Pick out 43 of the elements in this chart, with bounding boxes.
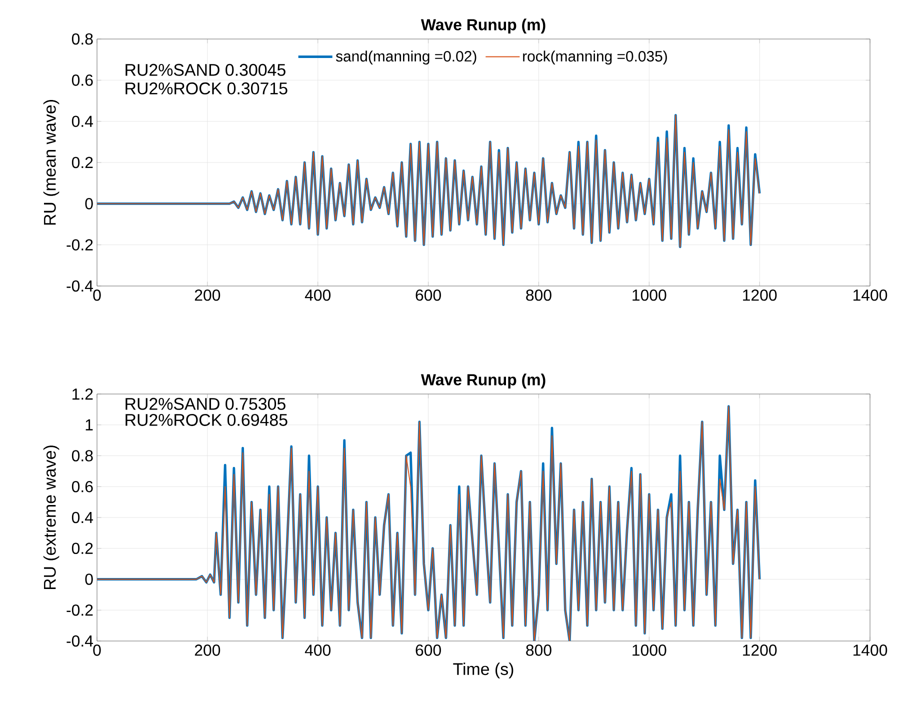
annotation: RU2%SAND 0.30045: [126, 64, 286, 76]
y-tick-label: 0: [85, 574, 93, 585]
y-tick-label: 0.8: [72, 450, 93, 462]
x-tick-label: 200: [194, 290, 220, 301]
chart-title: Wave Runup (m): [420, 18, 546, 34]
annotation: RU2%SAND 0.75305: [126, 398, 286, 410]
y-tick-label: -0.4: [66, 280, 94, 292]
x-tick-label: 0: [93, 644, 101, 656]
y-tick-label: 0.2: [72, 156, 93, 168]
x-tick-label: 1200: [743, 290, 777, 301]
x-tick-label: 600: [416, 644, 441, 656]
y-tick-label: 0.6: [72, 74, 93, 86]
y-axis-title: RU (extreme wave): [43, 446, 60, 590]
x-tick-label: 800: [526, 644, 552, 656]
y-tick-label: -0.4: [66, 635, 94, 647]
y-tick-label: 1.2: [72, 388, 93, 400]
y-tick-label: 0: [85, 198, 93, 210]
x-tick-label: 200: [194, 644, 220, 656]
y-tick-label: 0.4: [72, 512, 94, 524]
y-tick-label: -0.2: [66, 604, 93, 616]
annotation: RU2%ROCK 0.30715: [126, 82, 288, 94]
x-tick-label: 1200: [743, 644, 777, 656]
annotation: RU2%ROCK 0.69485: [126, 414, 288, 426]
x-tick-label: 800: [526, 290, 552, 301]
x-tick-label: 400: [304, 290, 331, 301]
y-axis-title: RU (mean wave): [43, 100, 60, 225]
x-tick-label: 600: [416, 290, 441, 301]
legend-label: rock(manning =0.035): [523, 50, 667, 65]
x-tick-label: 1400: [854, 290, 888, 301]
chart-title: Wave Runup (m): [420, 374, 546, 389]
y-tick-label: 0.2: [72, 542, 93, 554]
x-tick-label: 1000: [632, 644, 666, 656]
x-tick-label: 400: [304, 644, 331, 656]
x-tick-label: 1000: [632, 290, 666, 301]
x-axis-title: Time (s): [453, 662, 514, 678]
x-tick-label: 0: [93, 290, 101, 301]
y-tick-label: 0.8: [72, 33, 93, 45]
y-tick-label: 0.6: [72, 480, 93, 492]
y-tick-label: 0.4: [72, 116, 94, 127]
y-tick-label: 1: [86, 419, 93, 430]
x-tick-label: 1400: [854, 644, 888, 656]
legend-label: sand(manning =0.02): [336, 50, 476, 65]
y-tick-label: -0.2: [66, 239, 93, 250]
